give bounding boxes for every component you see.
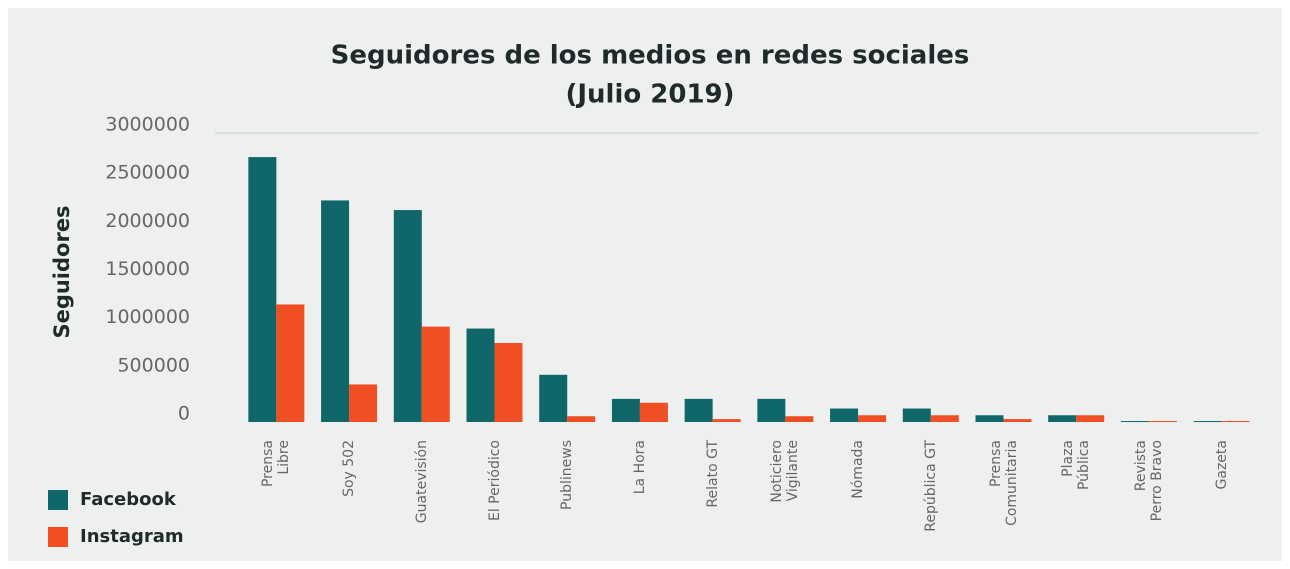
x-tick-label: República GT [922, 440, 939, 532]
bar [466, 328, 495, 422]
y-tick-label: 3000000 [105, 114, 190, 136]
bar [785, 416, 814, 422]
bar [975, 415, 1004, 422]
bar [1120, 421, 1149, 423]
bar [1148, 421, 1177, 423]
bar [248, 157, 277, 423]
background [8, 8, 1282, 561]
bar [858, 415, 887, 422]
x-tick-label: Plaza Pública [1060, 440, 1093, 491]
legend-label: Facebook [80, 489, 177, 510]
y-axis-label: Seguidores [50, 205, 74, 338]
x-tick-label: El Periódico [486, 440, 503, 521]
bar [1076, 415, 1105, 422]
bar [276, 304, 305, 422]
bar [393, 210, 422, 422]
x-tick-label: Noticiero Vigilante [769, 440, 802, 503]
x-tick-label: Guatevisión [413, 440, 430, 524]
y-tick-label: 1500000 [105, 258, 190, 280]
x-tick-label: Relato GT [704, 440, 721, 508]
y-tick-label: 2500000 [105, 162, 190, 184]
bar [757, 398, 786, 422]
bar [539, 374, 568, 422]
legend-label: Instagram [80, 526, 184, 547]
bar [1048, 415, 1077, 422]
x-tick-label: Publinews [559, 440, 576, 510]
y-tick-label: 500000 [117, 354, 190, 376]
bar [1193, 421, 1222, 423]
x-tick-label: La Hora [631, 440, 648, 495]
bar [1003, 419, 1032, 422]
bar [639, 402, 668, 422]
x-tick-label: Nómada [850, 440, 867, 499]
bar [712, 419, 741, 422]
y-tick-label: 0 [178, 403, 190, 425]
bar [902, 408, 931, 422]
bar [421, 326, 450, 422]
bar [321, 200, 350, 422]
x-tick-label: Prensa Comunitaria [987, 440, 1020, 526]
legend-swatch [48, 490, 68, 510]
bar [684, 398, 713, 422]
x-tick-label: Soy 502 [341, 440, 358, 497]
x-tick-label: Revista Perro Bravo [1132, 440, 1165, 522]
bar [494, 343, 523, 422]
y-tick-label: 1000000 [105, 306, 190, 328]
y-tick-label: 2000000 [105, 210, 190, 232]
bar [611, 398, 640, 422]
bar [349, 384, 378, 422]
bar [930, 415, 959, 422]
bar [567, 416, 596, 422]
x-tick-label: Prensa Libre [260, 440, 293, 488]
bar [1221, 421, 1250, 423]
legend-swatch [48, 527, 68, 547]
x-tick-label: Gazeta [1213, 440, 1230, 490]
chart-title: Seguidores de los medios en redes social… [331, 41, 970, 71]
bar [830, 408, 859, 422]
chart-subtitle: (Julio 2019) [565, 80, 734, 110]
